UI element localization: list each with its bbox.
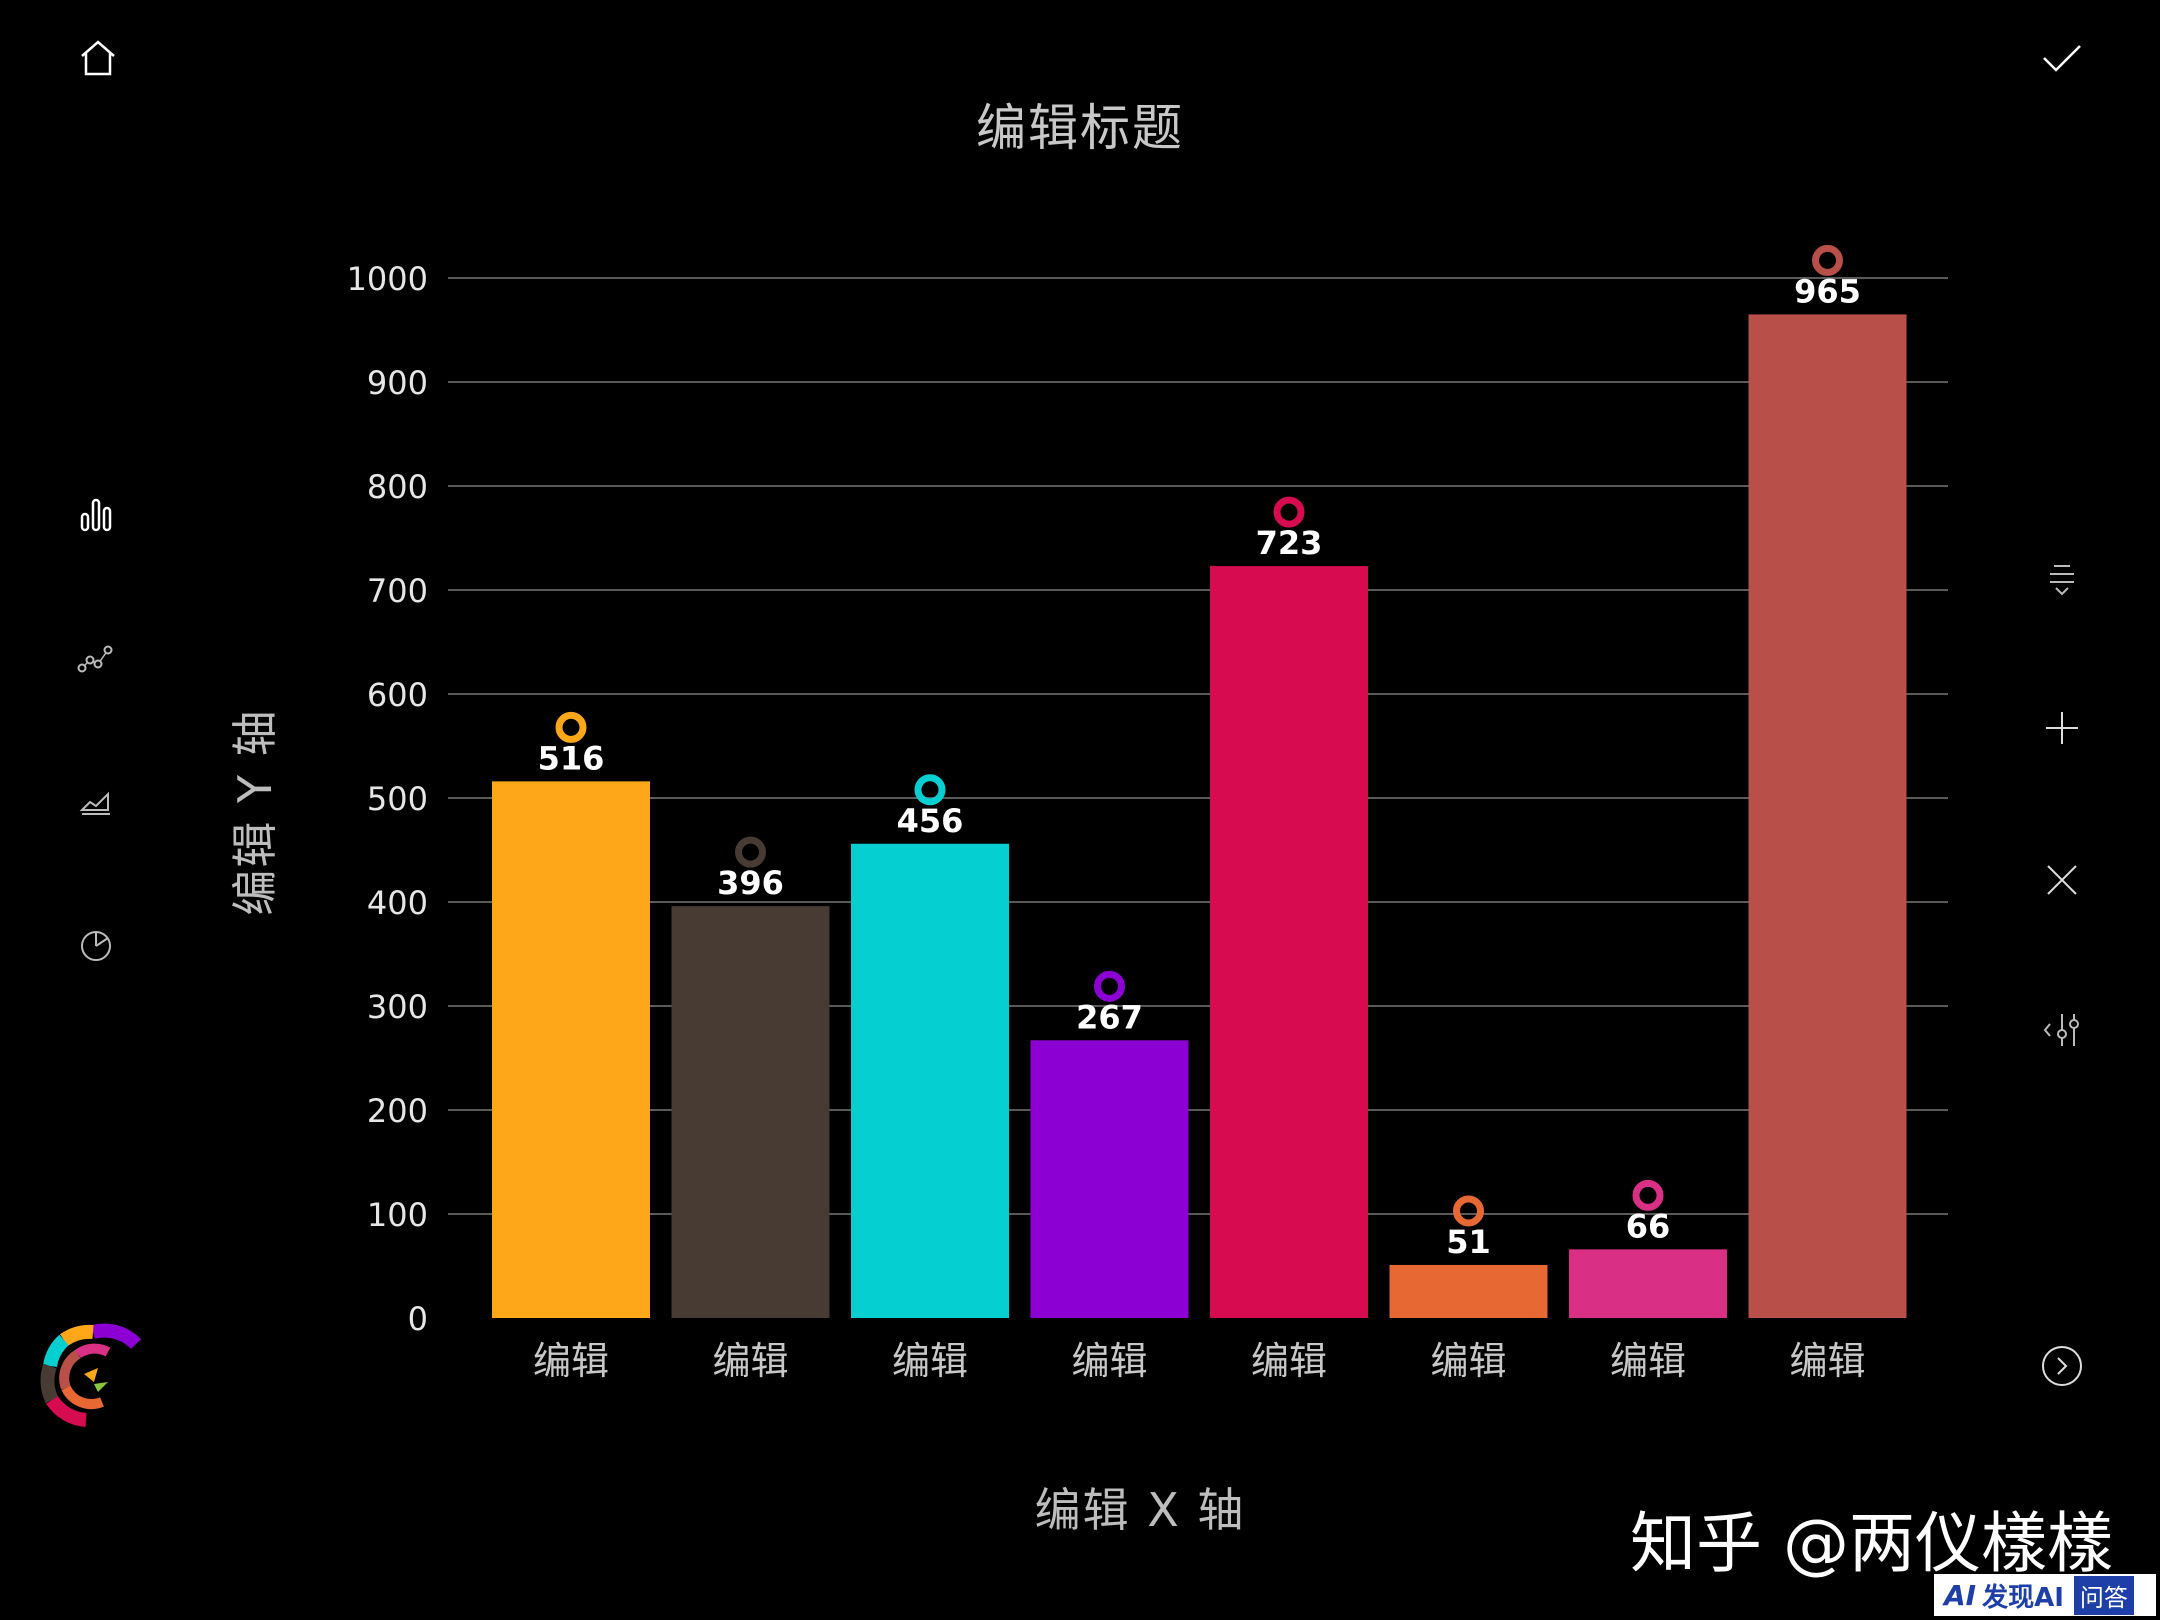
x-tick-label[interactable]: 编辑 (1789, 1339, 1865, 1383)
y-tick-label: 100 (367, 1196, 428, 1234)
badge-zh-text: 发现AI (1982, 1582, 2064, 1613)
bar (492, 781, 650, 1318)
bar-marker (1273, 496, 1305, 528)
y-tick-label: 200 (367, 1092, 428, 1130)
x-tick-label[interactable]: 编辑 (892, 1339, 968, 1383)
bar-marker (1094, 970, 1125, 1002)
y-tick-label: 500 (367, 780, 428, 818)
sort-icon[interactable] (2032, 548, 2092, 608)
x-tick-label[interactable]: 编辑 (1610, 1339, 1686, 1383)
y-tick-label: 900 (367, 364, 428, 402)
bar-marker (555, 711, 587, 743)
chart-title[interactable]: 编辑标题 (976, 99, 1184, 157)
bar-value-label: 396 (717, 864, 784, 902)
bar (851, 843, 1009, 1318)
x-tick-label[interactable]: 编辑 (1071, 1339, 1147, 1383)
sliders-icon[interactable] (2032, 1000, 2092, 1060)
badge-qa-text: 问答 (2073, 1575, 2134, 1615)
close-icon[interactable] (2032, 850, 2092, 910)
bar-value-label: 267 (1076, 998, 1143, 1036)
chevron-right-icon[interactable] (2032, 1336, 2092, 1396)
bar (1030, 1040, 1189, 1318)
x-tick-label[interactable]: 编辑 (1430, 1339, 1506, 1383)
watermark-badge: AI 发现AI 问答 (1934, 1574, 2156, 1616)
scatter-icon[interactable] (66, 628, 126, 688)
bar-value-label: 965 (1794, 272, 1861, 310)
x-tick-label[interactable]: 编辑 (1251, 1339, 1327, 1383)
home-icon[interactable] (68, 28, 128, 88)
plus-icon[interactable] (2032, 698, 2092, 758)
x-tick-label[interactable]: 编辑 (533, 1339, 609, 1383)
bar-marker (735, 836, 766, 868)
bar-marker (914, 774, 946, 806)
y-tick-label: 700 (367, 572, 428, 610)
y-tick-label: 800 (367, 468, 428, 506)
bar-marker (1453, 1195, 1484, 1227)
bar-value-label: 456 (897, 802, 964, 840)
pie-chart-icon[interactable] (66, 914, 126, 974)
bar-value-label: 66 (1626, 1207, 1671, 1245)
bar (1389, 1264, 1548, 1318)
bar-marker (1632, 1179, 1664, 1211)
bar (671, 906, 830, 1318)
y-tick-label: 1000 (347, 260, 428, 298)
bar-marker (1812, 244, 1843, 276)
badge-ai-text: AI (1944, 1578, 1977, 1612)
bar (1748, 314, 1907, 1318)
check-icon[interactable] (2032, 28, 2092, 88)
y-tick-label: 300 (367, 988, 428, 1026)
bar-value-label: 516 (538, 739, 605, 777)
bar (1569, 1249, 1727, 1318)
y-tick-label: 400 (367, 884, 428, 922)
watermark-text: 知乎 @两仪樣樣 (1630, 1505, 2113, 1582)
x-tick-label[interactable]: 编辑 (712, 1339, 788, 1383)
y-tick-label: 600 (367, 676, 428, 714)
x-axis-title[interactable]: 编辑 X 轴 (1034, 1483, 1246, 1537)
bar-value-label: 51 (1446, 1223, 1491, 1261)
app-logo (38, 1318, 148, 1434)
area-chart-icon[interactable] (66, 770, 126, 830)
bar-value-label: 723 (1256, 524, 1323, 562)
bar-chart-icon[interactable] (66, 484, 126, 544)
bar (1210, 566, 1368, 1318)
y-tick-label: 0 (408, 1300, 428, 1338)
